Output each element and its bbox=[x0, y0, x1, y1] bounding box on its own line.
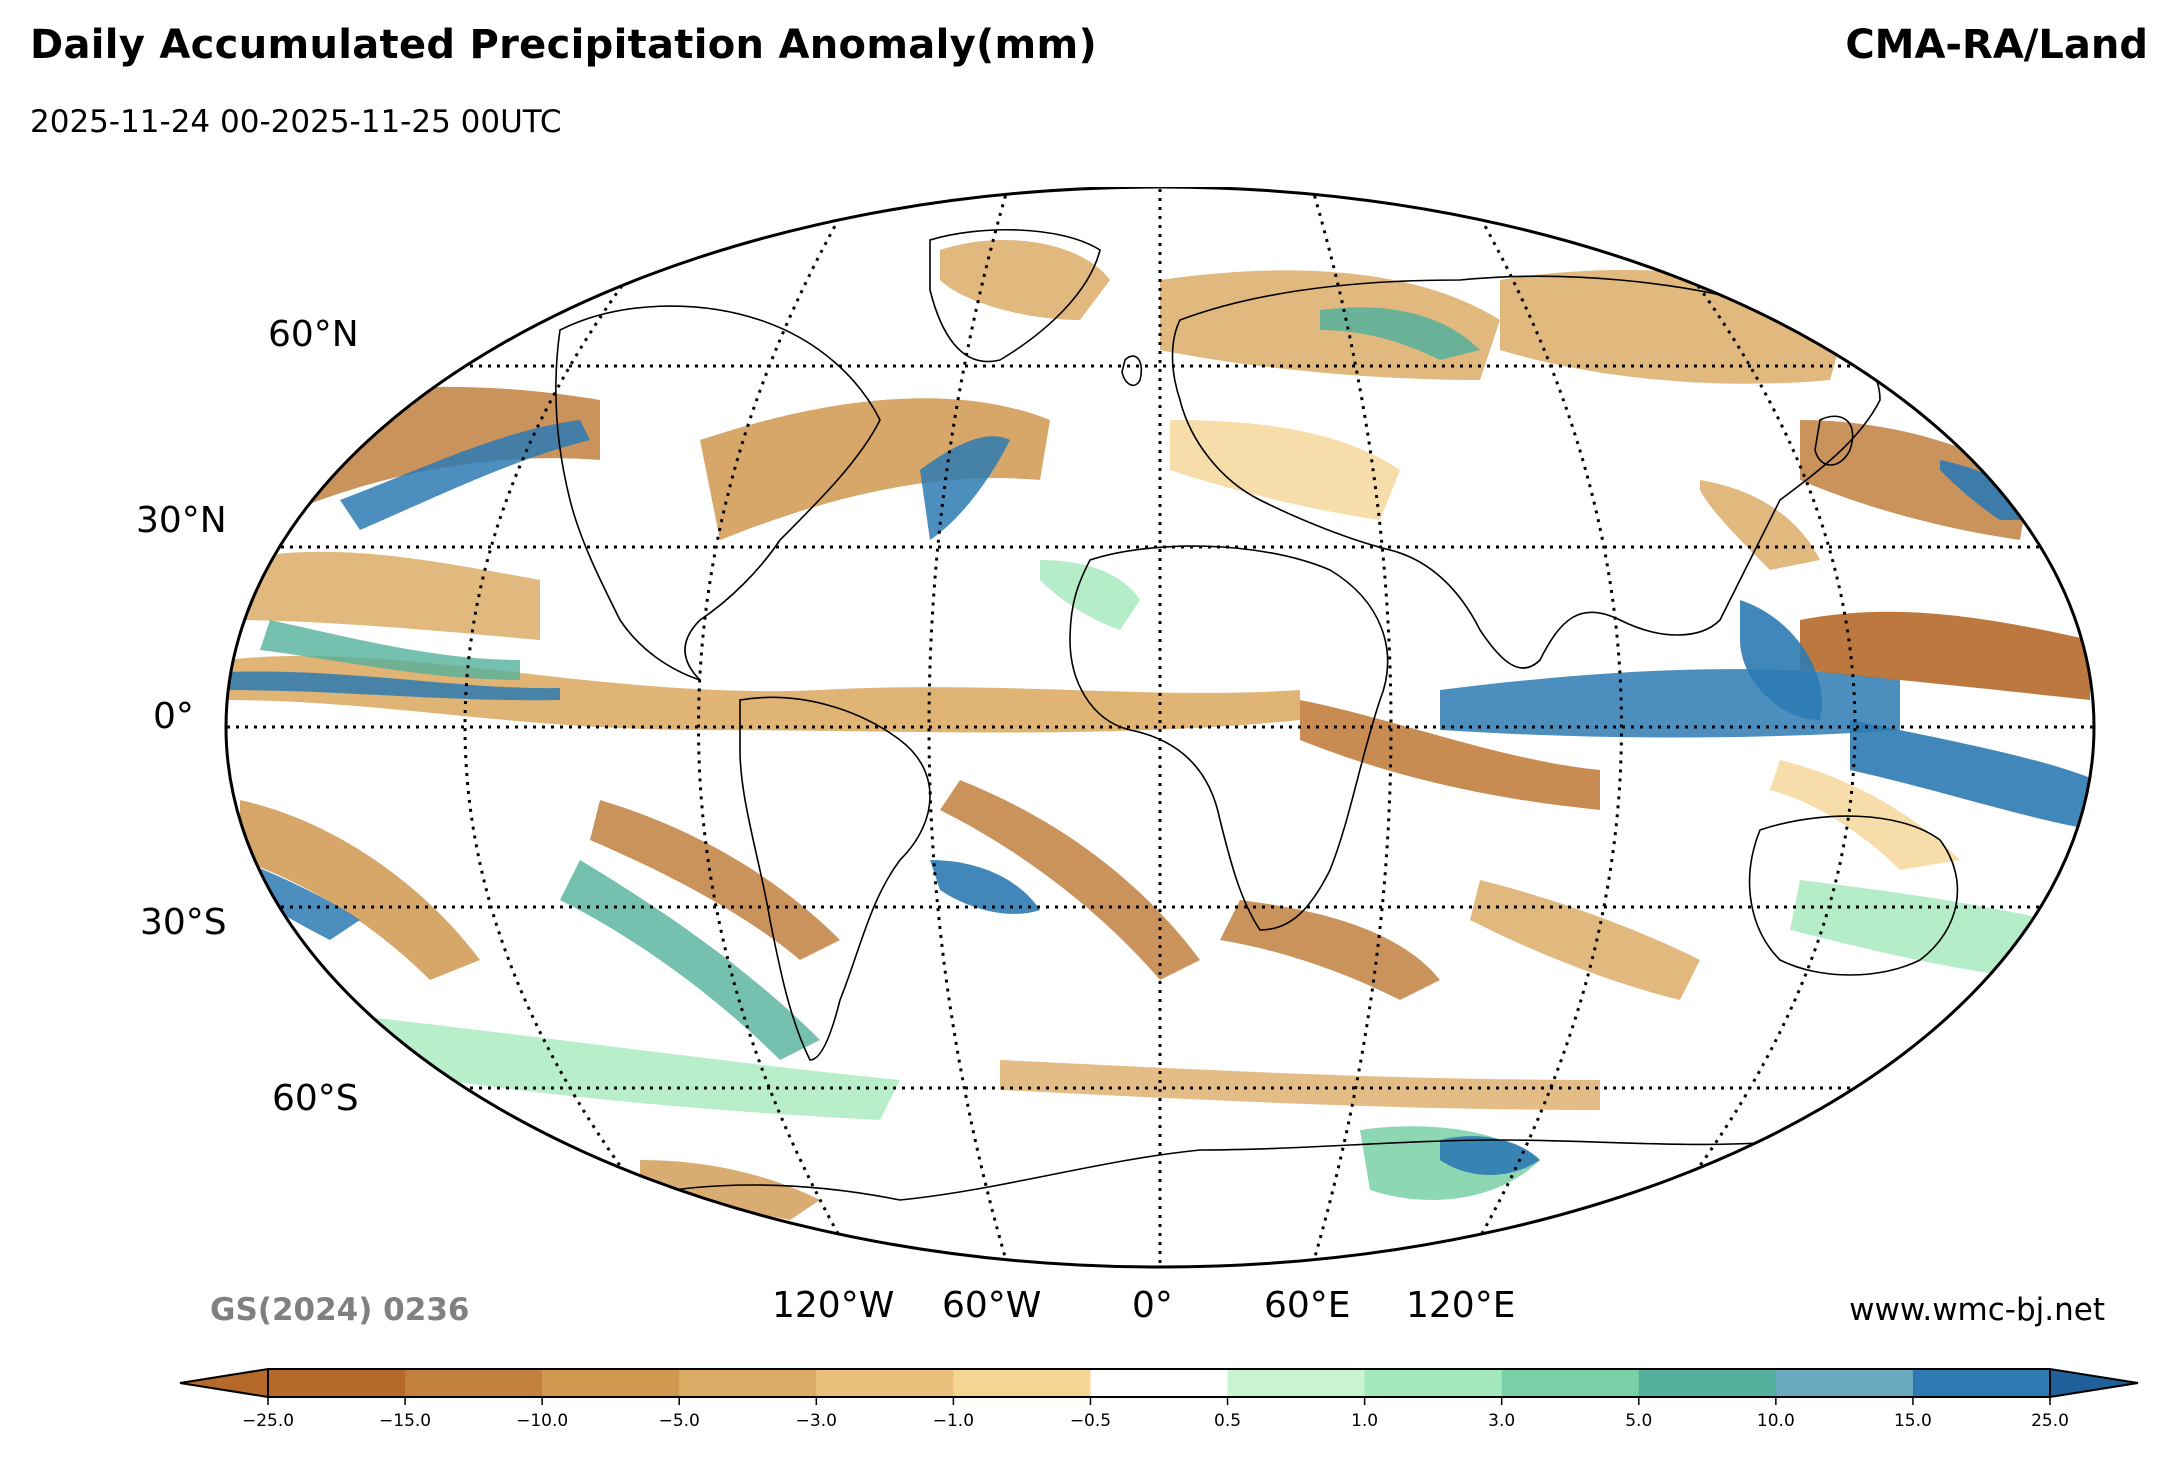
anomaly-patch bbox=[1300, 700, 1600, 810]
colorbar-segment bbox=[1364, 1369, 1503, 1397]
anomaly-patch bbox=[340, 420, 590, 530]
lon-label-60e: 60°E bbox=[1264, 1285, 1351, 1326]
colorbar-tick-label: −10.0 bbox=[516, 1411, 569, 1431]
colorbar-tick-label: 10.0 bbox=[1756, 1411, 1795, 1431]
anomaly-patch bbox=[1800, 420, 2030, 540]
japan-coastline bbox=[1814, 415, 1854, 466]
land-outlines bbox=[555, 228, 1959, 1267]
anomaly-patch bbox=[1320, 307, 1480, 360]
colorbar-segment bbox=[1090, 1369, 1229, 1397]
anomaly-patch bbox=[560, 860, 820, 1060]
graticule bbox=[226, 187, 2094, 1267]
anomaly-patch bbox=[260, 620, 520, 680]
colorbar-segment bbox=[1638, 1369, 1777, 1397]
lat-label-30n: 30°N bbox=[136, 500, 227, 541]
colorbar-tick-label: 0.5 bbox=[1214, 1411, 1242, 1431]
lat-label-30s: 30°S bbox=[140, 902, 227, 943]
lon-label-120w: 120°W bbox=[772, 1285, 895, 1326]
anomaly-patch bbox=[1220, 900, 1440, 1000]
north-america-coastline bbox=[555, 305, 881, 681]
colorbar-tick-label: −0.5 bbox=[1069, 1411, 1112, 1431]
africa-coastline bbox=[1069, 545, 1389, 931]
precip-anomaly-field bbox=[226, 240, 2094, 1220]
map-approval-code: GS(2024) 0236 bbox=[210, 1292, 470, 1328]
meridian-180e bbox=[1618, 187, 1857, 1267]
colorbar-tick-label: 3.0 bbox=[1488, 1411, 1516, 1431]
anomaly-patch bbox=[930, 860, 1040, 914]
colorbar bbox=[179, 1367, 2139, 1405]
anomaly-patch bbox=[700, 398, 1050, 540]
meridian-180w bbox=[463, 187, 702, 1267]
colorbar-segment bbox=[816, 1369, 954, 1397]
anomaly-patch bbox=[640, 1160, 820, 1220]
lat-label-0: 0° bbox=[153, 696, 194, 737]
anomaly-patch bbox=[940, 240, 1110, 320]
antarctica-coastline bbox=[619, 1139, 1801, 1267]
meridian-60w bbox=[927, 187, 1010, 1267]
anomaly-patch bbox=[1700, 480, 1820, 570]
colorbar-segment bbox=[1227, 1369, 1366, 1397]
colorbar-tick-label: −15.0 bbox=[379, 1411, 432, 1431]
colorbar-segment bbox=[1775, 1369, 1914, 1397]
anomaly-patch bbox=[1770, 760, 1960, 870]
colorbar-tick-label: −3.0 bbox=[795, 1411, 837, 1431]
colorbar-segment bbox=[953, 1369, 1091, 1397]
data-source-label: CMA-RA/Land bbox=[1845, 22, 2148, 68]
south-america-coastline bbox=[739, 696, 931, 1061]
anomaly-patch bbox=[1850, 720, 2094, 830]
lon-label-120e: 120°E bbox=[1406, 1285, 1516, 1326]
colorbar-frame bbox=[267, 1368, 2051, 1398]
meridian-120w bbox=[697, 187, 859, 1267]
australia-coastline bbox=[1748, 815, 1959, 976]
colorbar-tick-label: 5.0 bbox=[1625, 1411, 1653, 1431]
anomaly-patch bbox=[1790, 880, 2050, 980]
lat-label-60s: 60°S bbox=[272, 1078, 359, 1119]
colorbar-tick-label: −25.0 bbox=[241, 1411, 295, 1431]
colorbar-segment bbox=[1501, 1369, 1640, 1397]
colorbar-tick-marks bbox=[267, 1397, 2051, 1405]
anomaly-patch bbox=[1000, 1060, 1600, 1110]
map-boundary bbox=[224, 187, 2096, 1269]
anomaly-patch bbox=[1170, 420, 1400, 520]
colorbar-tick-label: 15.0 bbox=[1893, 1411, 1932, 1431]
website-label: www.wmc-bj.net bbox=[1849, 1292, 2105, 1328]
colorbar-segment bbox=[268, 1369, 406, 1397]
anomaly-patch bbox=[1800, 611, 2090, 700]
anomaly-patch bbox=[1040, 560, 1140, 630]
colorbar-tick-label: −1.0 bbox=[932, 1411, 975, 1431]
map-subtitle-time-range: 2025-11-24 00-2025-11-25 00UTC bbox=[30, 104, 562, 140]
colorbar-tick-label: 25.0 bbox=[2031, 1411, 2069, 1431]
eurasia-coastline bbox=[1171, 275, 1881, 669]
anomaly-patch bbox=[240, 860, 360, 940]
anomaly-patch bbox=[1470, 880, 1700, 1000]
lat-label-60n: 60°N bbox=[268, 314, 359, 355]
anomaly-patch bbox=[590, 800, 840, 960]
anomaly-patch bbox=[1440, 1136, 1540, 1175]
anomaly-patch bbox=[240, 800, 480, 980]
lon-label-60w: 60°W bbox=[942, 1285, 1042, 1326]
colorbar-tick-label: 1.0 bbox=[1351, 1411, 1379, 1431]
colorbar-over-triangle bbox=[2049, 1367, 2139, 1399]
colorbar-segment bbox=[679, 1369, 817, 1397]
meridian-60e bbox=[1310, 187, 1393, 1267]
colorbar-under-triangle bbox=[179, 1367, 269, 1399]
uk-coastline bbox=[1121, 355, 1143, 387]
greenland-coastline bbox=[929, 228, 1101, 363]
anomaly-patch bbox=[226, 671, 560, 701]
colorbar-segment bbox=[405, 1369, 543, 1397]
anomaly-patch bbox=[300, 1010, 900, 1120]
anomaly-patch bbox=[230, 551, 540, 640]
anomaly-patch bbox=[940, 780, 1200, 980]
colorbar-tick-label: −5.0 bbox=[658, 1411, 700, 1431]
colorbar-segment bbox=[542, 1369, 680, 1397]
colorbar-segment bbox=[1912, 1369, 2051, 1397]
map-title: Daily Accumulated Precipitation Anomaly(… bbox=[30, 22, 1098, 68]
lon-label-0: 0° bbox=[1132, 1285, 1173, 1326]
colorbar-segments bbox=[268, 1369, 2051, 1397]
meridian-120e bbox=[1461, 187, 1623, 1267]
anomaly-patch bbox=[1740, 600, 1822, 720]
